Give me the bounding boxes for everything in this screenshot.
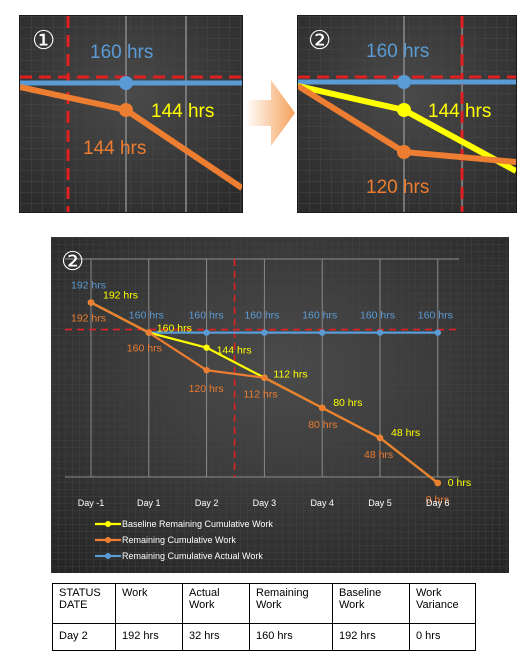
data-label: 48 hrs <box>391 427 420 439</box>
zoom2-remaining-label: 120 hrs <box>366 177 429 198</box>
chart-badge: ② <box>61 247 84 277</box>
header-status-date: STATUS DATE <box>52 583 116 624</box>
data-label: 192 hrs <box>71 313 106 325</box>
data-point <box>203 344 210 351</box>
main-chart: 192 hrs 160 hrs 144 hrs 112 hrs 80 hrs 48 hrs… <box>51 237 509 573</box>
header-work-variance: Work Variance <box>409 583 476 624</box>
data-label: 160 hrs <box>129 310 164 322</box>
data-point <box>434 329 441 336</box>
x-tick-label: Day 5 <box>368 498 392 508</box>
cell-actual-work: 32 hrs <box>182 623 250 651</box>
data-label: 160 hrs <box>157 323 192 335</box>
data-point <box>319 404 326 411</box>
data-label: 0 hrs <box>426 494 449 506</box>
data-point <box>376 434 384 442</box>
legend-label: Remaining Cumulative Actual Work <box>122 551 263 561</box>
data-label: 160 hrs <box>189 310 224 322</box>
header-work: Work <box>115 583 183 624</box>
zoom1-baseline-label: 144 hrs <box>151 101 214 122</box>
data-label: 160 hrs <box>244 310 279 322</box>
data-point <box>203 367 210 374</box>
zoom1-actual-label: 160 hrs <box>90 42 153 63</box>
zoom2-baseline-point <box>397 103 411 117</box>
data-label: 80 hrs <box>333 397 362 409</box>
legend-marker <box>105 553 111 559</box>
table-header-row: STATUS DATE Work Actual Work Remaining W… <box>52 583 476 624</box>
data-label: 192 hrs <box>71 280 106 292</box>
zoom2-baseline-label: 144 hrs <box>428 101 491 122</box>
data-label: 112 hrs <box>243 389 277 401</box>
cell-work-variance: 0 hrs <box>409 623 476 651</box>
zoom-panel-2: ② 160 hrs 144 hrs 120 hrs <box>297 15 517 213</box>
data-point <box>87 299 95 306</box>
zoom2-actual-point <box>397 75 411 89</box>
legend-marker <box>105 521 111 527</box>
header-actual-work: Actual Work <box>182 583 250 624</box>
status-table: STATUS DATE Work Actual Work Remaining W… <box>52 583 476 651</box>
x-tick-label: Day 2 <box>195 498 219 508</box>
data-label: 120 hrs <box>189 383 224 395</box>
zoom1-remaining-label: 144 hrs <box>83 138 146 159</box>
zoom-panel-2-svg: ② 160 hrs 144 hrs 120 hrs <box>298 16 516 212</box>
zoom2-remaining-point <box>397 145 411 159</box>
x-tick-label: Day -1 <box>78 498 105 508</box>
data-label: 144 hrs <box>217 345 252 357</box>
data-point <box>261 374 268 381</box>
cell-remaining-work: 160 hrs <box>249 623 333 651</box>
cell-status-date: Day 2 <box>52 623 116 651</box>
data-point <box>319 329 326 336</box>
data-label: 160 hrs <box>418 310 453 322</box>
arrow-icon <box>245 80 295 146</box>
x-tick-label: Day 4 <box>310 498 334 508</box>
data-point <box>261 329 268 336</box>
data-point <box>145 329 152 336</box>
cell-work: 192 hrs <box>115 623 183 651</box>
zoom1-remaining-point <box>119 103 133 117</box>
main-chart-svg: 192 hrs 160 hrs 144 hrs 112 hrs 80 hrs 48 hrs… <box>51 237 509 573</box>
x-tick-label: Day 6 <box>426 498 450 508</box>
zoom2-actual-label: 160 hrs <box>366 41 429 62</box>
data-point <box>376 329 384 336</box>
cell-baseline-work: 192 hrs <box>332 623 410 651</box>
data-label: 160 hrs <box>360 310 395 322</box>
data-label: 160 hrs <box>302 310 337 322</box>
table-row: Day 2 192 hrs 32 hrs 160 hrs 192 hrs 0 h… <box>52 623 476 651</box>
x-tick-label: Day 3 <box>253 498 277 508</box>
data-label: 80 hrs <box>308 419 337 431</box>
data-point <box>434 479 441 487</box>
chart-grid-pattern <box>51 237 509 573</box>
zoom-panel-1-svg: ① 160 hrs 144 hrs 144 hrs <box>20 16 242 212</box>
x-tick-label: Day 1 <box>137 498 161 508</box>
legend-marker <box>105 537 111 543</box>
header-remaining-work: Remaining Work <box>249 583 333 624</box>
zoom1-badge: ① <box>32 26 55 56</box>
legend-label: Baseline Remaining Cumulative Work <box>122 519 273 529</box>
header-baseline-work: Baseline Work <box>332 583 410 624</box>
data-label: 112 hrs <box>273 369 307 381</box>
data-label: 48 hrs <box>364 449 393 461</box>
data-label: 160 hrs <box>127 343 162 355</box>
data-label: 192 hrs <box>103 290 138 302</box>
zoom2-badge: ② <box>308 26 331 56</box>
data-point <box>203 329 210 336</box>
zoom-panel-1: ① 160 hrs 144 hrs 144 hrs <box>19 15 243 213</box>
zoom1-actual-point <box>119 76 133 90</box>
data-label: 0 hrs <box>448 477 471 489</box>
transition-arrow <box>245 80 295 146</box>
legend-label: Remaining Cumulative Work <box>122 535 236 545</box>
